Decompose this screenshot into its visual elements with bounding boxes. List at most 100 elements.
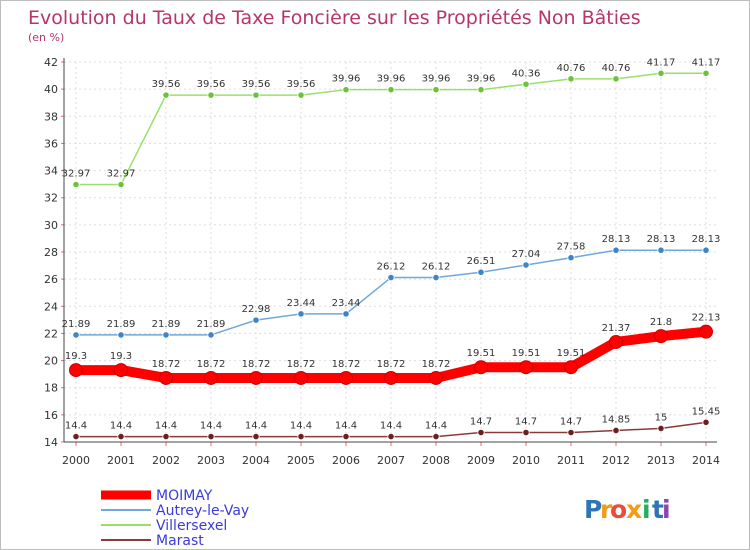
data-label-moimay: 19.51 bbox=[557, 348, 586, 359]
legend-label-moimay: MOIMAY bbox=[156, 488, 213, 504]
data-point-marast bbox=[117, 432, 125, 441]
data-label-autrey-le-vay: 21.89 bbox=[152, 319, 181, 330]
data-label-villersexel: 40.36 bbox=[512, 68, 541, 79]
x-tick-label: 2006 bbox=[332, 454, 360, 467]
data-point-marast bbox=[207, 432, 215, 441]
series-marast: 14.4 14.4 14.4 14.4 14.4 14.4 14.4 14.4 14.4 14.7… bbox=[65, 406, 721, 441]
data-label-moimay: 18.72 bbox=[197, 359, 226, 370]
data-point-moimay bbox=[519, 360, 533, 375]
x-tick-label: 2013 bbox=[647, 454, 675, 467]
data-point-moimay bbox=[159, 370, 173, 385]
data-point-moimay bbox=[654, 329, 668, 344]
data-point-villersexel bbox=[702, 69, 710, 77]
data-label-villersexel: 39.96 bbox=[377, 74, 406, 85]
data-label-moimay: 19.3 bbox=[110, 351, 132, 362]
series-layer: 21.89 21.89 21.89 21.89 22.98 23.44 23.44 26.12… bbox=[62, 57, 721, 441]
x-tick-label: 2011 bbox=[557, 454, 585, 467]
data-point-moimay bbox=[474, 360, 488, 375]
data-label-marast: 14.4 bbox=[245, 421, 267, 432]
data-point-autrey-le-vay bbox=[162, 331, 170, 339]
data-label-villersexel: 39.96 bbox=[422, 74, 451, 85]
data-label-autrey-le-vay: 26.12 bbox=[377, 262, 406, 273]
data-point-moimay bbox=[384, 370, 398, 385]
data-point-autrey-le-vay bbox=[297, 310, 305, 318]
data-point-villersexel bbox=[477, 86, 485, 94]
data-label-marast: 14.4 bbox=[425, 421, 447, 432]
data-label-villersexel: 39.56 bbox=[197, 79, 226, 90]
data-label-marast: 14.4 bbox=[380, 421, 402, 432]
data-label-marast: 15.45 bbox=[692, 406, 721, 417]
data-point-autrey-le-vay bbox=[522, 261, 530, 269]
data-point-villersexel bbox=[432, 86, 440, 94]
legend-label-autrey-le-vay: Autrey-le-Vay bbox=[156, 503, 249, 519]
data-point-autrey-le-vay bbox=[567, 254, 575, 262]
data-point-marast bbox=[297, 432, 305, 441]
data-label-marast: 14.4 bbox=[65, 421, 87, 432]
data-point-villersexel bbox=[567, 75, 575, 83]
data-label-moimay: 19.51 bbox=[512, 348, 541, 359]
x-tick-label: 2014 bbox=[692, 454, 720, 467]
data-label-marast: 14.7 bbox=[470, 417, 492, 428]
data-label-autrey-le-vay: 28.13 bbox=[602, 234, 631, 245]
data-point-villersexel bbox=[387, 86, 395, 94]
data-point-autrey-le-vay bbox=[252, 316, 260, 324]
y-tick-label: 30 bbox=[44, 219, 58, 232]
y-tick-label: 40 bbox=[44, 83, 58, 96]
data-point-villersexel bbox=[612, 75, 620, 83]
data-label-marast: 14.4 bbox=[335, 421, 357, 432]
data-label-villersexel: 39.96 bbox=[467, 74, 496, 85]
chart-title: Evolution du Taux de Taxe Foncière sur l… bbox=[28, 7, 641, 29]
axes: 14 16 18 20 22 24 26 28 30 32 34 36 38 40 42 2000 2001 20… bbox=[44, 56, 720, 467]
x-tick-label: 2010 bbox=[512, 454, 540, 467]
logo-letter: P bbox=[584, 495, 602, 524]
logo-letter: i bbox=[662, 495, 671, 524]
data-label-moimay: 18.72 bbox=[287, 359, 316, 370]
x-tick-label: 2004 bbox=[242, 454, 270, 467]
data-point-marast bbox=[72, 432, 80, 441]
data-point-moimay bbox=[249, 370, 263, 385]
data-label-marast: 14.4 bbox=[155, 421, 177, 432]
data-point-moimay bbox=[114, 363, 128, 378]
data-point-autrey-le-vay bbox=[702, 246, 710, 254]
data-label-marast: 14.4 bbox=[200, 421, 222, 432]
series-autrey-le-vay: 21.89 21.89 21.89 21.89 22.98 23.44 23.44 26.12… bbox=[62, 234, 721, 339]
y-tick-label: 20 bbox=[44, 355, 58, 368]
data-point-marast bbox=[702, 418, 710, 426]
data-point-marast bbox=[252, 432, 260, 441]
data-point-marast bbox=[567, 428, 575, 437]
y-tick-label: 18 bbox=[44, 382, 58, 395]
series-villersexel: 32.97 32.97 39.56 39.56 39.56 39.56 39.96 39.96… bbox=[62, 57, 721, 189]
data-point-marast bbox=[342, 432, 350, 441]
y-tick-label: 26 bbox=[44, 273, 58, 286]
data-point-autrey-le-vay bbox=[657, 246, 665, 254]
data-label-moimay: 18.72 bbox=[422, 359, 451, 370]
data-point-autrey-le-vay bbox=[432, 273, 440, 282]
data-label-villersexel: 41.17 bbox=[692, 57, 721, 68]
data-label-autrey-le-vay: 28.13 bbox=[692, 234, 721, 245]
data-point-marast bbox=[522, 428, 530, 437]
data-point-villersexel bbox=[207, 91, 215, 99]
data-point-autrey-le-vay bbox=[207, 331, 215, 339]
data-label-autrey-le-vay: 21.89 bbox=[107, 319, 136, 330]
y-axis-unit: (en %) bbox=[28, 31, 64, 44]
data-label-autrey-le-vay: 21.89 bbox=[197, 319, 226, 330]
data-point-villersexel bbox=[252, 91, 260, 99]
data-label-autrey-le-vay: 26.12 bbox=[422, 262, 451, 273]
data-label-autrey-le-vay: 21.89 bbox=[62, 319, 91, 330]
data-point-moimay bbox=[564, 360, 578, 375]
legend-label-marast: Marast bbox=[156, 533, 204, 549]
data-point-villersexel bbox=[657, 69, 665, 77]
y-tick-label: 38 bbox=[44, 110, 58, 123]
data-point-moimay bbox=[429, 370, 443, 385]
data-label-autrey-le-vay: 23.44 bbox=[332, 298, 361, 309]
x-tick-label: 2003 bbox=[197, 454, 225, 467]
logo-letter: o bbox=[610, 495, 627, 524]
data-point-marast bbox=[387, 432, 395, 441]
logo-letter: x bbox=[626, 495, 642, 524]
data-label-villersexel: 40.76 bbox=[602, 63, 631, 74]
data-label-moimay: 21.8 bbox=[650, 317, 672, 328]
data-point-villersexel bbox=[117, 180, 125, 189]
legend-label-villersexel: Villersexel bbox=[156, 518, 227, 534]
